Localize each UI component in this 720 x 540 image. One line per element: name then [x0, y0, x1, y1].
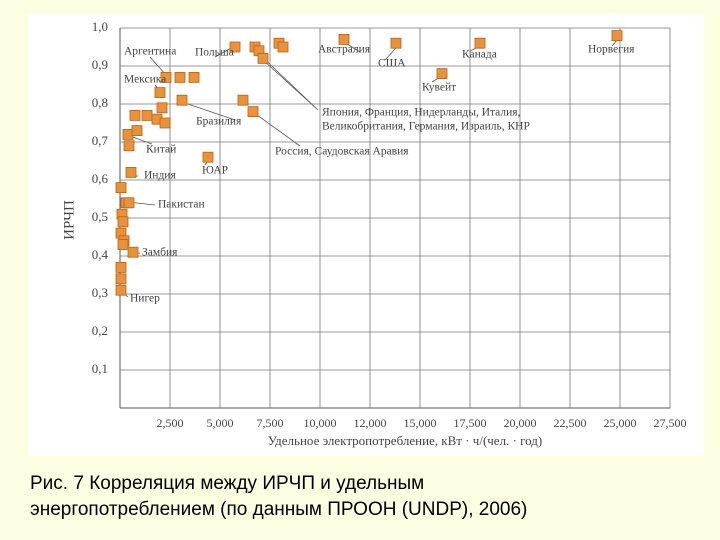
scatter-point	[156, 102, 168, 114]
scatter-point	[174, 72, 186, 83]
annotation: Мексика	[124, 74, 166, 86]
scatter-point	[229, 41, 241, 53]
caption-line: Рис. 7 Корреляция между ИРЧП и удельным	[30, 473, 424, 494]
scatter-point	[141, 110, 153, 121]
annotation: Норвегия	[588, 44, 635, 56]
scatter-point	[474, 37, 486, 49]
scatter-point	[237, 94, 249, 106]
annotation: Нигер	[130, 293, 160, 305]
annotation: Китай	[146, 144, 176, 156]
scatter-point	[159, 117, 171, 129]
scatter-point	[115, 273, 127, 285]
annotation: Польша	[195, 47, 234, 59]
x-tick-label: 17,500	[454, 416, 487, 430]
scatter-point	[247, 106, 259, 117]
scatter-point	[202, 151, 214, 163]
y-tick-label: 0,2	[92, 323, 108, 338]
scatter-point	[188, 72, 200, 83]
x-axis-label: Удельное электропотребление, кВт · ч/(че…	[268, 433, 542, 448]
y-axis-label: ИРЧП	[61, 200, 77, 240]
annotation: Кувейт	[422, 82, 456, 94]
y-tick-label: 0,9	[92, 57, 108, 72]
scatter-point	[127, 246, 139, 258]
scatter-point	[611, 30, 623, 42]
scatter-point	[123, 140, 135, 152]
x-tick-label: 10,000	[304, 416, 337, 430]
annotation: Великобритания, Германия, Израиль, КНР	[322, 121, 530, 133]
y-tick-label: 1,0	[92, 19, 108, 34]
x-tick-label: 12,000	[354, 416, 387, 430]
scatter-point	[160, 72, 172, 83]
scatter-point	[122, 128, 134, 140]
scatter-point	[176, 94, 188, 106]
scatter-point	[125, 166, 137, 178]
annotation: Пакистан	[158, 199, 205, 211]
y-tick-label: 0,1	[92, 361, 108, 376]
scatter-point	[115, 261, 127, 273]
annotation: Россия, Саудовская Аравия	[275, 146, 409, 158]
annotation: Бразилия	[196, 116, 242, 128]
annotation: США	[378, 58, 406, 70]
y-tick-label: 0,5	[92, 209, 108, 224]
x-tick-label: 25,000	[604, 416, 637, 430]
x-tick-label: 27,500	[654, 416, 687, 430]
annotation: Канада	[462, 49, 497, 61]
x-tick-label: 22,500	[554, 416, 587, 430]
scatter-point	[131, 125, 143, 136]
scatter-point	[277, 41, 289, 53]
y-tick-label: 0,7	[92, 133, 109, 148]
chart-background	[28, 14, 704, 456]
annotation: Аргентина	[124, 46, 176, 58]
scatter-point	[115, 182, 127, 194]
annotation: Замбия	[142, 247, 178, 259]
scatter-point	[115, 284, 127, 296]
y-tick-label: 0,6	[92, 171, 109, 186]
y-tick-label: 0,4	[92, 247, 109, 262]
scatter-point	[129, 110, 141, 121]
caption-line: энергопотреблением (по данным ПРООН (UND…	[30, 499, 527, 520]
x-tick-label: 7,500	[257, 416, 284, 430]
scatter-point	[123, 197, 135, 209]
scatter-point	[338, 34, 350, 45]
annotation: Индия	[144, 170, 176, 182]
scatter-point	[257, 53, 269, 64]
annotation: ЮАР	[202, 165, 228, 177]
scatter-point	[117, 239, 129, 251]
scatter-point	[117, 216, 129, 228]
y-tick-label: 0,8	[92, 95, 108, 110]
scatter-point	[436, 68, 448, 79]
annotation: Австралия	[318, 44, 371, 56]
y-tick-label: 0,3	[92, 285, 108, 300]
x-tick-label: 15,000	[404, 416, 437, 430]
annotation: Япония, Франция, Нидерланды, Италия,	[322, 107, 521, 119]
x-tick-label: 5,000	[207, 416, 234, 430]
x-tick-label: 2,500	[157, 416, 184, 430]
scatter-point	[390, 37, 402, 49]
scatter-point	[154, 87, 166, 98]
x-tick-label: 20,000	[504, 416, 537, 430]
